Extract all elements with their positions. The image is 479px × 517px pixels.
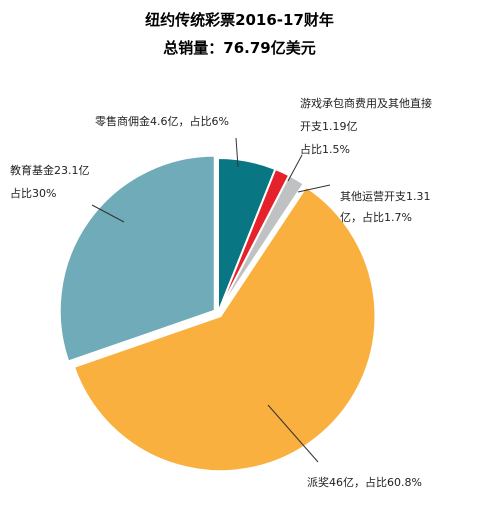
slice-label-2: 教育基金23.1亿占比30%: [10, 163, 90, 200]
slice-label-line: 占比1.5%: [300, 142, 350, 156]
leader-line-3: [235, 137, 239, 168]
pie-slice-2: [58, 154, 216, 363]
chart-subtitle: 总销量：76.79亿美元: [163, 39, 316, 57]
slice-label-line: 占比30%: [10, 186, 56, 200]
slice-label-5: 其他运营开支1.31 亿，占比1.7%: [340, 189, 431, 224]
slice-label-line: 零售商佣金4.6亿，占比6%: [95, 114, 229, 128]
slice-label-1: 派奖46亿，占比60.8%: [307, 475, 422, 489]
slice-label-line: 开支1.19亿: [300, 120, 358, 133]
chart-title: 纽约传统彩票2016-17财年: [145, 11, 334, 29]
leader-line-1: [267, 404, 319, 463]
slice-label-line: 其他运营开支1.31: [340, 189, 431, 203]
slice-label-line: 亿，占比1.7%: [340, 210, 412, 224]
leader-line-4: [287, 154, 303, 182]
leader-line-5: [297, 184, 331, 193]
slice-label-line: 教育基金23.1亿: [10, 163, 90, 177]
slice-label-4: 游戏承包商费用及其他直接开支1.19亿占比1.5%: [300, 96, 432, 156]
slice-label-line: 游戏承包商费用及其他直接: [300, 96, 432, 110]
slice-label-3: 零售商佣金4.6亿，占比6%: [95, 114, 229, 128]
slice-label-line: 派奖46亿，占比60.8%: [307, 475, 422, 489]
pie-slice-5: [217, 173, 306, 314]
pie-slice-1: [72, 185, 377, 473]
leader-line-2: [91, 204, 125, 223]
